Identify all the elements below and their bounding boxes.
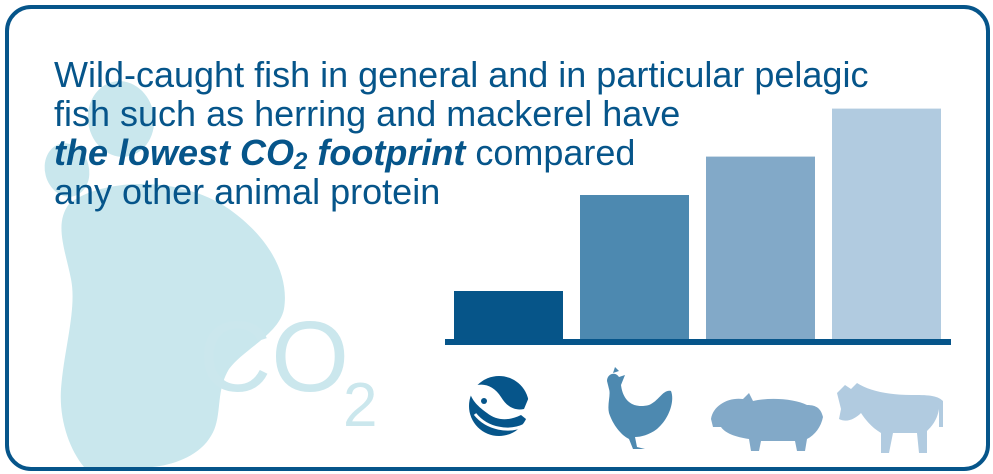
headline-line-3: the lowest CO2 footprint compared xyxy=(54,132,954,175)
bar-chicken xyxy=(580,195,689,339)
x-axis-line xyxy=(445,339,951,345)
headline: Wild-caught fish in general and in parti… xyxy=(54,55,954,211)
headline-emphasis: the lowest CO2 footprint xyxy=(54,132,466,175)
bar-pig xyxy=(706,156,815,339)
infographic-card: CO 2 Wild-caught fish in general and in … xyxy=(5,5,990,471)
headline-line-2: fish such as herring and mackerel have xyxy=(54,93,681,134)
cow-icon xyxy=(837,383,943,453)
co2-watermark-subscript: 2 xyxy=(343,371,378,440)
bar-fish xyxy=(454,291,563,339)
footprint-icon xyxy=(44,81,285,467)
headline-line-3-rest: compared xyxy=(465,132,636,173)
headline-emphasis-main: the lowest CO xyxy=(54,132,295,173)
headline-line-1: Wild-caught fish in general and in parti… xyxy=(54,54,869,95)
fish-icon xyxy=(469,376,531,436)
bar-chart xyxy=(445,108,951,345)
pig-icon xyxy=(711,393,823,451)
headline-line-4: any other animal protein xyxy=(54,171,441,212)
headline-emphasis-end: footprint xyxy=(307,132,466,173)
bar-cow xyxy=(832,108,941,339)
co2-watermark: CO xyxy=(199,301,349,413)
chicken-icon xyxy=(607,367,673,449)
animal-icons xyxy=(469,367,943,453)
headline-emphasis-subscript: 2 xyxy=(294,148,308,175)
